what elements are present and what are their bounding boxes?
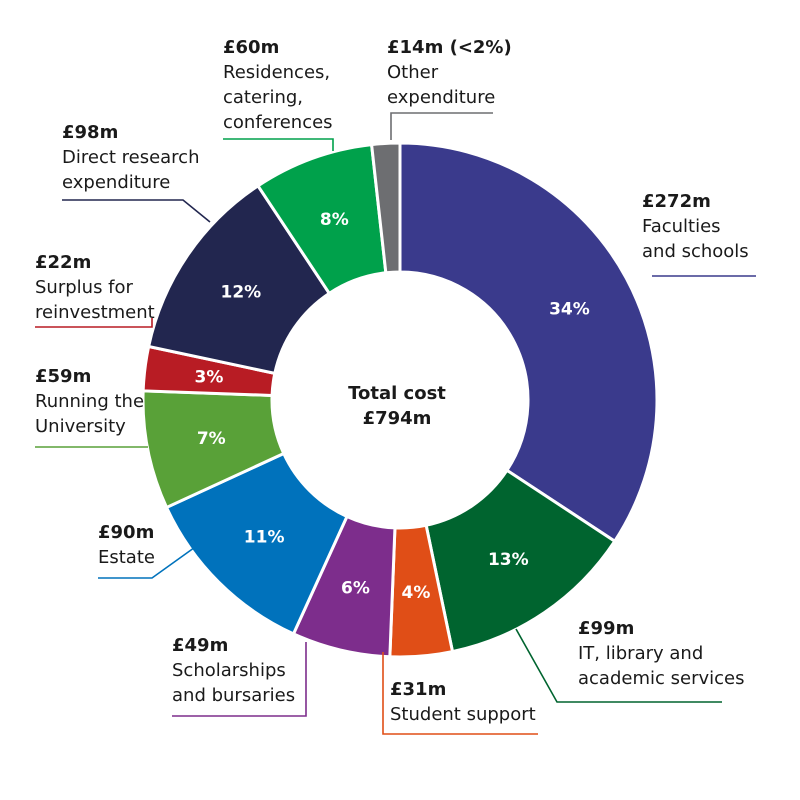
amount-label-other-expenditure: £14m (<2%) xyxy=(387,37,512,58)
category-label-residences-catering-conferences: Residences, xyxy=(223,62,330,83)
category-label-it-library-and-academic-services: IT, library and xyxy=(578,643,703,664)
leader-line-direct-research-expenditure xyxy=(62,199,211,223)
category-label-student-support: Student support xyxy=(390,704,536,725)
category-label-scholarships-and-bursaries: and bursaries xyxy=(172,685,295,706)
center-label-total: £794m xyxy=(363,408,432,429)
leader-line-scholarships-and-bursaries xyxy=(172,642,307,717)
amount-label-it-library-and-academic-services: £99m xyxy=(578,618,634,639)
slice-faculties-and-schools xyxy=(398,141,659,544)
category-label-estate: Estate xyxy=(98,547,155,568)
category-label-direct-research-expenditure: expenditure xyxy=(62,172,170,193)
category-label-direct-research-expenditure: Direct research xyxy=(62,147,200,168)
percent-labels: 34% 13% 4% 6% 11% 7% 3% 12% 8% xyxy=(195,210,590,603)
amount-label-surplus-for-reinvestment: £22m xyxy=(35,252,91,273)
amount-label-faculties-and-schools: £272m xyxy=(642,191,711,212)
category-label-surplus-for-reinvestment: Surplus for xyxy=(35,277,134,298)
slice-other-expenditure xyxy=(369,141,402,275)
category-label-it-library-and-academic-services: academic services xyxy=(578,668,744,689)
percent-label-estate: 11% xyxy=(244,527,285,547)
amount-label-student-support: £31m xyxy=(390,679,446,700)
amount-label-scholarships-and-bursaries: £49m xyxy=(172,635,228,656)
percent-label-student-support: 4% xyxy=(402,583,431,603)
percent-label-faculties-and-schools: 34% xyxy=(549,300,590,320)
slice-it-library-and-academic-services xyxy=(424,468,617,654)
leader-line-estate xyxy=(98,544,199,579)
amount-label-running-the-university: £59m xyxy=(35,366,91,387)
amount-label-residences-catering-conferences: £60m xyxy=(223,37,279,58)
leader-line-student-support xyxy=(382,652,538,735)
percent-label-it-library-and-academic-services: 13% xyxy=(488,550,529,570)
percent-label-surplus-for-reinvestment: 3% xyxy=(195,367,224,387)
leader-line-surplus-for-reinvestment xyxy=(35,318,153,328)
slice-labels: £272m Faculties and schools £99m IT, library… xyxy=(35,37,749,725)
category-label-faculties-and-schools: and schools xyxy=(642,241,749,262)
percent-label-direct-research-expenditure: 12% xyxy=(220,283,261,303)
category-label-residences-catering-conferences: conferences xyxy=(223,112,333,133)
leader-line-other-expenditure xyxy=(390,112,493,140)
amount-label-estate: £90m xyxy=(98,522,154,543)
percent-label-scholarships-and-bursaries: 6% xyxy=(341,578,370,598)
category-label-scholarships-and-bursaries: Scholarships xyxy=(172,660,286,681)
center-label-title: Total cost xyxy=(348,383,446,404)
category-label-running-the-university: University xyxy=(35,416,126,437)
leader-line-it-library-and-academic-services xyxy=(515,628,722,703)
category-label-residences-catering-conferences: catering, xyxy=(223,87,303,108)
percent-label-running-the-university: 7% xyxy=(197,429,226,449)
leader-lines xyxy=(35,112,756,735)
amount-label-direct-research-expenditure: £98m xyxy=(62,122,118,143)
category-label-other-expenditure: expenditure xyxy=(387,87,495,108)
percent-label-residences-catering-conferences: 8% xyxy=(320,210,349,230)
donut-slices xyxy=(141,141,659,659)
category-label-other-expenditure: Other xyxy=(387,62,439,83)
leader-line-residences-catering-conferences xyxy=(223,138,334,151)
category-label-faculties-and-schools: Faculties xyxy=(642,216,721,237)
category-label-surplus-for-reinvestment: reinvestment xyxy=(35,302,155,323)
category-label-running-the-university: Running the xyxy=(35,391,144,412)
